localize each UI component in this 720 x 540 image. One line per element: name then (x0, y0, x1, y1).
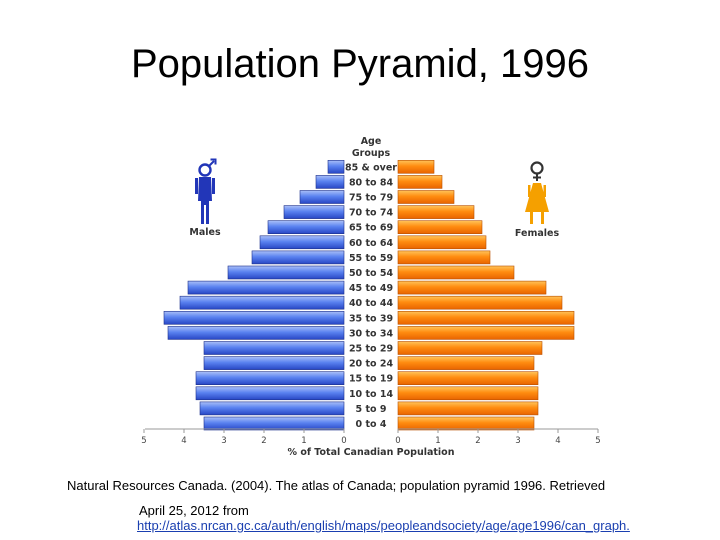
age-group-label-17: 85 & over (345, 162, 397, 173)
female-tick-label-0: 5 (595, 436, 600, 446)
age-group-label-2: 10 to 14 (349, 389, 394, 400)
female-bars (397, 160, 575, 431)
male-tick-label-0: 5 (141, 436, 146, 446)
female-tick-label-3: 2 (475, 436, 480, 446)
male-bar-8 (179, 295, 345, 310)
male-bar-0 (203, 416, 345, 431)
female-bar-0 (397, 416, 535, 431)
male-bar-5 (203, 341, 345, 355)
male-bar-3 (195, 371, 345, 386)
age-labels: 0 to 4 5 to 9 10 to 14 15 to 19 20 to 24 25 t… (345, 162, 397, 430)
male-bar-13 (267, 220, 345, 234)
age-group-label-14: 70 to 74 (349, 208, 394, 219)
male-tick-label-4: 1 (301, 436, 306, 446)
female-bar-11 (397, 250, 491, 265)
age-group-label-3: 15 to 19 (349, 374, 393, 385)
female-bar-7 (397, 310, 575, 325)
female-bar-4 (397, 356, 535, 370)
age-group-label-9: 45 to 49 (349, 283, 393, 294)
female-bar-17 (397, 160, 435, 174)
male-symbol-icon (195, 158, 217, 224)
age-group-label-6: 30 to 34 (349, 328, 394, 339)
male-bar-10 (227, 265, 345, 280)
female-bar-9 (397, 280, 547, 295)
age-group-label-13: 65 to 69 (349, 223, 393, 234)
x-axis-ticks: 5 5 4 4 3 3 2 2 1 1 0 0 (141, 429, 601, 446)
female-bar-12 (397, 235, 487, 250)
female-bar-15 (397, 190, 455, 204)
male-bar-1 (199, 401, 345, 416)
female-bar-2 (397, 386, 539, 401)
male-bar-17 (327, 160, 345, 174)
age-group-label-5: 25 to 29 (349, 344, 393, 355)
male-bar-7 (163, 310, 345, 325)
age-group-label-0: 0 to 4 (356, 419, 387, 430)
male-tick-label-5: 0 (341, 436, 346, 446)
female-bar-1 (397, 401, 539, 416)
female-bar-10 (397, 265, 515, 280)
age-group-label-11: 55 to 59 (349, 253, 393, 264)
age-group-label-16: 80 to 84 (349, 177, 394, 188)
female-bar-14 (397, 205, 475, 219)
age-groups-header-line1: Age (361, 136, 382, 147)
male-bar-12 (259, 235, 345, 250)
age-group-label-12: 60 to 64 (349, 238, 394, 249)
age-group-label-7: 35 to 39 (349, 313, 393, 324)
female-bar-8 (397, 295, 563, 310)
female-bar-16 (397, 175, 443, 189)
female-tick-label-4: 1 (435, 436, 440, 446)
females-legend-label: Females (515, 228, 560, 239)
female-tick-label-5: 0 (395, 436, 400, 446)
female-tick-label-2: 3 (515, 436, 520, 446)
male-tick-label-3: 2 (261, 436, 266, 446)
male-bar-9 (187, 280, 345, 295)
female-symbol-icon (525, 161, 549, 224)
female-bar-13 (397, 220, 483, 234)
male-bar-15 (299, 190, 345, 204)
age-group-label-15: 75 to 79 (349, 193, 393, 204)
age-group-label-8: 40 to 44 (349, 298, 394, 309)
citation-url-link[interactable]: http://atlas.nrcan.gc.ca/auth/english/ma… (137, 518, 630, 533)
female-bar-3 (397, 371, 539, 386)
female-bar-5 (397, 341, 543, 355)
slide-title: Population Pyramid, 1996 (130, 42, 590, 86)
age-group-label-4: 20 to 24 (349, 359, 394, 370)
age-group-label-1: 5 to 9 (356, 404, 387, 415)
males-legend-label: Males (189, 227, 221, 238)
female-bar-6 (397, 326, 575, 340)
age-groups-header-line2: Groups (352, 148, 391, 159)
citation-line1: Natural Resources Canada. (2004). The at… (67, 478, 606, 493)
male-tick-label-1: 4 (181, 436, 186, 446)
male-bar-6 (167, 326, 345, 340)
female-tick-label-1: 4 (555, 436, 560, 446)
citation-line2: April 25, 2012 from (139, 503, 249, 518)
male-bar-4 (203, 356, 345, 370)
x-axis-label: % of Total Canadian Population (288, 447, 455, 458)
population-pyramid-chart: Age Groups 0 to 4 5 to 9 10 to 14 15 to 19 2… (141, 136, 601, 458)
male-tick-label-2: 3 (221, 436, 226, 446)
age-group-label-10: 50 to 54 (349, 268, 394, 279)
male-bar-2 (195, 386, 345, 401)
citation: Natural Resources Canada. (2004). The at… (67, 478, 697, 533)
male-bar-11 (251, 250, 345, 265)
male-bar-14 (283, 205, 345, 219)
male-bars (163, 160, 345, 431)
male-bar-16 (315, 175, 345, 189)
